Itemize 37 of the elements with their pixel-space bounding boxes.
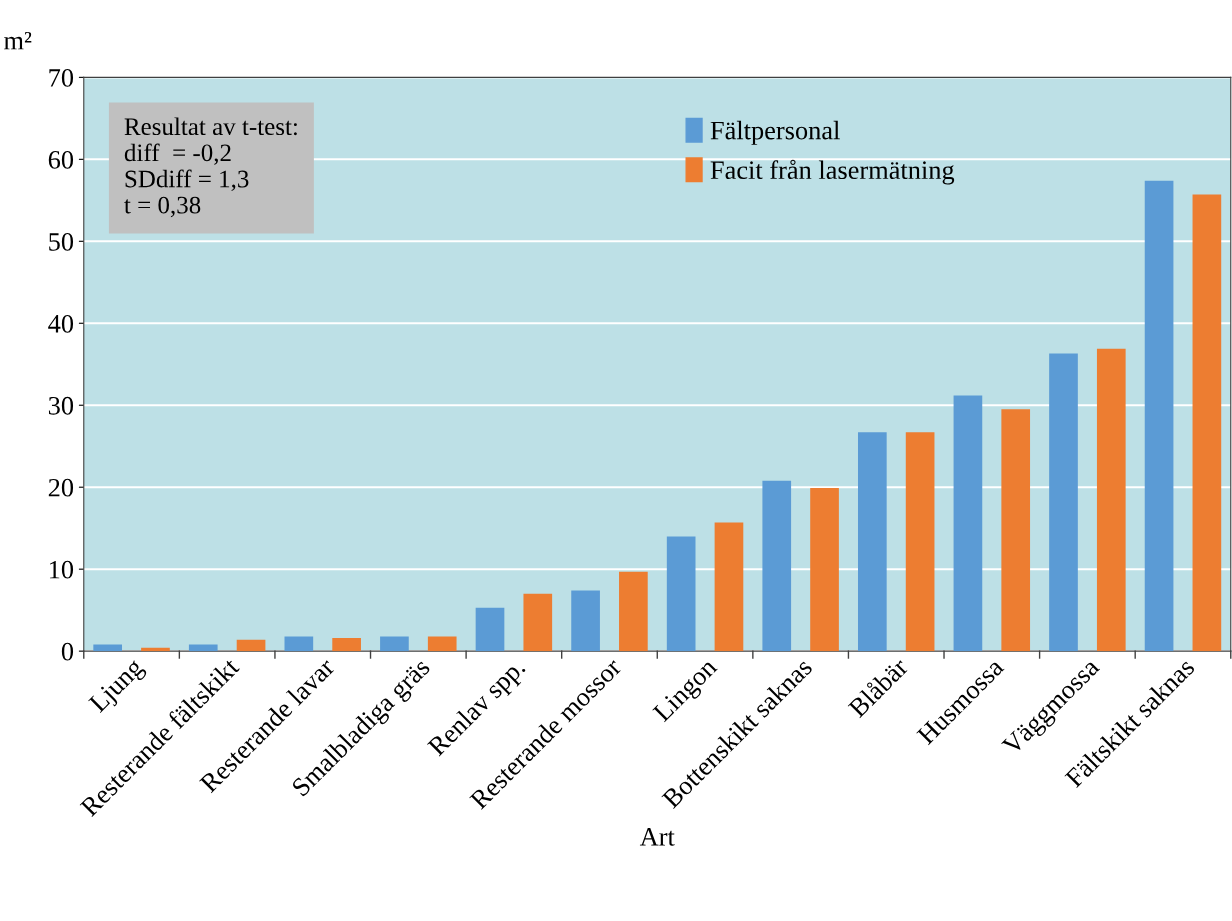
bar [571,590,600,652]
y-tick-label: 0 [61,642,74,661]
legend-label: Fältpersonal [710,120,840,145]
bar [475,607,505,652]
y-tick-label: 60 [48,150,74,169]
x-axis-title: Art [639,828,675,846]
bar [332,638,361,652]
bar [905,432,935,652]
bar [858,432,887,652]
bar [810,488,839,652]
bar [93,644,123,652]
bar [619,571,648,652]
y-axis-title: m² [4,31,32,50]
y-tick-label: 70 [49,68,74,87]
y-tick-label: 20 [48,478,74,497]
bar [284,636,314,652]
bar [427,636,457,652]
bar [1049,353,1078,652]
bar [953,395,983,652]
y-tick-label: 10 [49,560,74,579]
bar [1001,409,1031,652]
y-tick-label: 30 [48,396,74,415]
bar [1192,194,1222,652]
bar [523,593,553,652]
legend-label: Facit från lasermätning [710,159,955,185]
bar [1144,180,1174,652]
bar [714,522,744,652]
y-tick-label: 40 [48,314,74,333]
bar [762,480,792,652]
annotation: Resultat av t-test: diff = -0,2 SDdiff = 1,3 t = 0,38 [124,117,297,218]
bar [188,644,218,652]
bar [236,639,266,652]
y-tick-label: 50 [49,232,74,251]
bar [1096,348,1126,652]
bar [141,647,170,652]
bar [666,536,696,652]
bar [380,636,409,652]
